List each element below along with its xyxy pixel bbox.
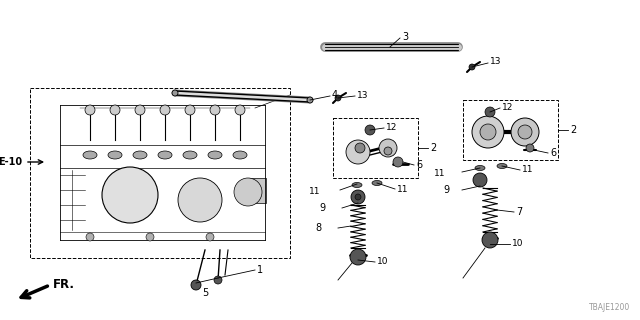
- Circle shape: [355, 143, 365, 153]
- Circle shape: [526, 144, 534, 152]
- Circle shape: [146, 233, 154, 241]
- Ellipse shape: [475, 165, 485, 171]
- Text: 11: 11: [433, 169, 445, 178]
- Ellipse shape: [83, 151, 97, 159]
- Circle shape: [210, 105, 220, 115]
- Circle shape: [482, 232, 498, 248]
- Text: 3: 3: [402, 32, 408, 42]
- Text: E-10: E-10: [0, 157, 22, 167]
- Circle shape: [185, 105, 195, 115]
- Circle shape: [135, 105, 145, 115]
- Text: 12: 12: [502, 102, 513, 111]
- Text: 5: 5: [202, 288, 208, 298]
- Bar: [30, 88, 290, 258]
- Ellipse shape: [158, 151, 172, 159]
- Text: 11: 11: [522, 165, 534, 174]
- Ellipse shape: [108, 151, 122, 159]
- Text: 11: 11: [308, 187, 320, 196]
- Circle shape: [86, 233, 94, 241]
- Ellipse shape: [208, 151, 222, 159]
- Circle shape: [206, 233, 214, 241]
- Circle shape: [346, 140, 370, 164]
- Circle shape: [351, 190, 365, 204]
- Circle shape: [234, 178, 262, 206]
- Circle shape: [350, 249, 366, 265]
- Circle shape: [472, 116, 504, 148]
- Text: 13: 13: [357, 91, 369, 100]
- Circle shape: [335, 95, 341, 101]
- Circle shape: [511, 118, 539, 146]
- Text: 6: 6: [416, 160, 422, 170]
- Text: FR.: FR.: [53, 278, 75, 292]
- Circle shape: [191, 280, 201, 290]
- Circle shape: [214, 276, 222, 284]
- Bar: [333, 118, 418, 178]
- Text: TBAJE1200: TBAJE1200: [589, 303, 630, 312]
- Ellipse shape: [372, 180, 382, 186]
- Text: 8: 8: [316, 223, 322, 233]
- Circle shape: [365, 125, 375, 135]
- Text: 9: 9: [319, 203, 325, 213]
- Text: 6: 6: [550, 148, 556, 158]
- Ellipse shape: [352, 182, 362, 188]
- Circle shape: [172, 90, 178, 96]
- Circle shape: [355, 194, 361, 200]
- Ellipse shape: [183, 151, 197, 159]
- Circle shape: [102, 167, 158, 223]
- Circle shape: [485, 107, 495, 117]
- Text: 4: 4: [332, 90, 338, 100]
- Circle shape: [480, 124, 496, 140]
- Ellipse shape: [133, 151, 147, 159]
- Circle shape: [307, 97, 313, 103]
- Text: 7: 7: [516, 207, 522, 217]
- Circle shape: [469, 64, 475, 70]
- Text: 10: 10: [512, 239, 524, 249]
- Text: 11: 11: [397, 185, 408, 194]
- Circle shape: [518, 125, 532, 139]
- Ellipse shape: [497, 164, 507, 169]
- Circle shape: [379, 139, 397, 157]
- Text: 2: 2: [430, 143, 436, 153]
- Circle shape: [473, 173, 487, 187]
- Text: 12: 12: [386, 123, 397, 132]
- Ellipse shape: [233, 151, 247, 159]
- Circle shape: [384, 147, 392, 155]
- Text: 9: 9: [444, 185, 450, 195]
- Circle shape: [110, 105, 120, 115]
- Text: 2: 2: [570, 125, 576, 135]
- Text: 10: 10: [377, 258, 388, 267]
- Circle shape: [393, 157, 403, 167]
- Bar: [463, 100, 558, 160]
- Circle shape: [85, 105, 95, 115]
- Circle shape: [235, 105, 245, 115]
- Text: 1: 1: [257, 265, 263, 275]
- Bar: [248, 178, 266, 203]
- Circle shape: [178, 178, 222, 222]
- Text: 13: 13: [490, 58, 502, 67]
- Circle shape: [160, 105, 170, 115]
